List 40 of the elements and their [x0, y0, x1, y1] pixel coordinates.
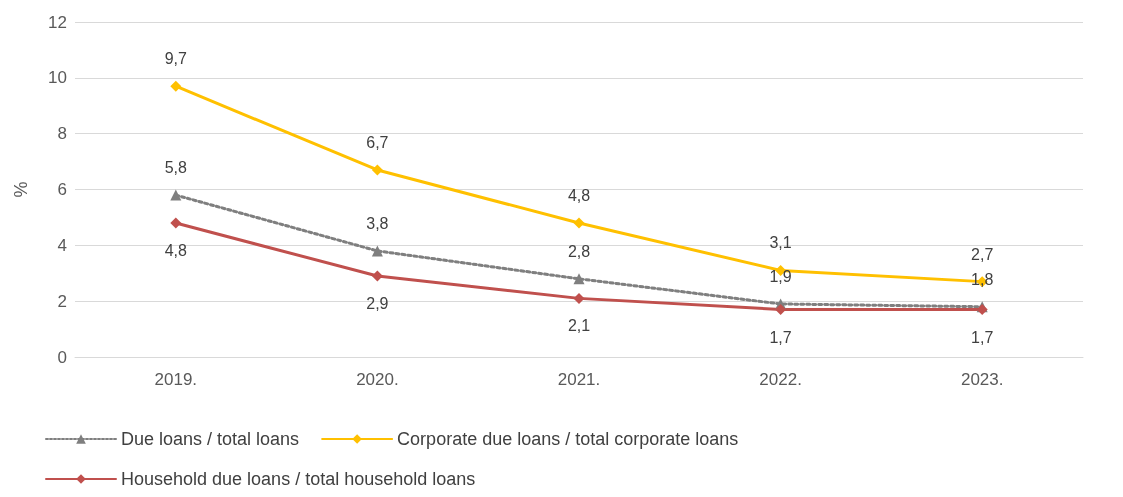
y-tick-label: 4	[57, 235, 67, 255]
point	[573, 292, 585, 304]
data-label: 9,7	[164, 50, 188, 68]
data-label: 2,8	[567, 242, 591, 260]
legend-label: Household due loans / total household loans	[121, 469, 476, 489]
data-label: 2,9	[366, 295, 389, 313]
y-tick-label: 10	[48, 68, 67, 88]
x-tick-label: 2023.	[960, 370, 1004, 389]
y-tick-label: 0	[57, 347, 67, 367]
data-label: 3,1	[769, 234, 792, 252]
data-label: 5,8	[164, 159, 188, 177]
x-tick-label: 2019.	[154, 370, 198, 389]
data-label: 6,7	[366, 133, 389, 151]
y-axis-title: %	[11, 181, 31, 198]
data-label: 2,7	[971, 245, 994, 263]
y-tick-label: 6	[57, 180, 67, 199]
data-label: 4,8	[567, 187, 591, 204]
legend-label: Due loans / total loans	[121, 429, 300, 449]
x-tick-label: 2020.	[356, 370, 399, 389]
legend-label: Corporate due loans / total corporate loans	[397, 429, 739, 449]
x-tick-label: 2021.	[557, 370, 601, 389]
point	[371, 270, 383, 282]
data-label: 1,7	[971, 328, 994, 346]
point	[371, 164, 383, 176]
point	[371, 245, 383, 257]
point	[775, 304, 787, 316]
point	[573, 217, 585, 229]
point	[170, 189, 182, 201]
data-label: 1,7	[769, 328, 792, 346]
point	[573, 273, 585, 285]
point	[170, 80, 182, 92]
point	[170, 217, 182, 229]
y-tick-label: 12	[48, 12, 67, 32]
data-label: 4,8	[164, 242, 188, 259]
data-label: 2,1	[567, 317, 591, 335]
y-tick-label: 8	[57, 124, 67, 144]
data-label: 1,9	[769, 267, 792, 285]
y-tick-label: 2	[57, 291, 67, 311]
x-tick-label: 2022.	[759, 370, 802, 389]
data-label: 3,8	[366, 214, 389, 232]
